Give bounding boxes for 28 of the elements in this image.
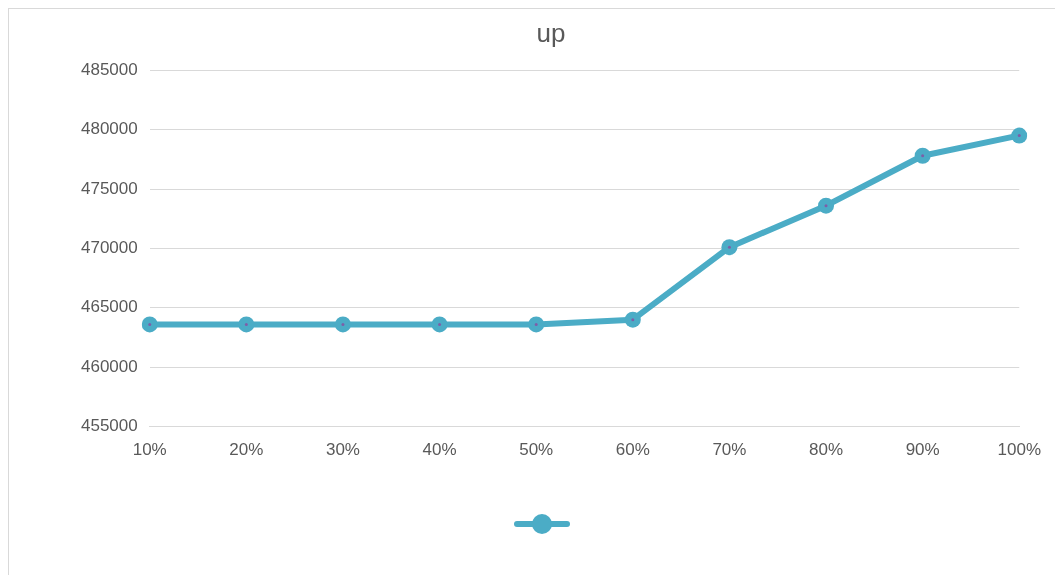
point bbox=[528, 316, 545, 333]
y-tick-label: 455000 bbox=[80, 416, 138, 436]
x-tick-label: 50% bbox=[519, 440, 554, 460]
point bbox=[238, 316, 255, 333]
y-tick-label: 465000 bbox=[80, 297, 138, 317]
x-tick-label: 30% bbox=[325, 440, 360, 460]
chart-title: up bbox=[536, 17, 566, 48]
y-tick-label: 475000 bbox=[80, 178, 138, 198]
x-tick-label: 80% bbox=[809, 440, 844, 460]
x-tick-label: 10% bbox=[132, 440, 167, 460]
y-tick-label: 480000 bbox=[80, 119, 138, 139]
point bbox=[334, 316, 351, 333]
point bbox=[141, 316, 158, 333]
y-tick-label: 470000 bbox=[80, 238, 138, 258]
x-tick-label: 40% bbox=[422, 440, 457, 460]
point bbox=[624, 311, 641, 328]
y-tick-label: 460000 bbox=[80, 356, 138, 376]
y-tick-label: 485000 bbox=[80, 59, 138, 79]
x-tick-label: 70% bbox=[712, 440, 747, 460]
point bbox=[721, 239, 738, 256]
point bbox=[1011, 127, 1028, 144]
point bbox=[431, 316, 448, 333]
x-tick-label: 20% bbox=[229, 440, 264, 460]
point bbox=[818, 197, 835, 214]
x-tick-label: 100% bbox=[997, 440, 1041, 460]
point bbox=[914, 147, 931, 164]
x-tick-label: 60% bbox=[615, 440, 650, 460]
x-tick-label: 90% bbox=[905, 440, 940, 460]
